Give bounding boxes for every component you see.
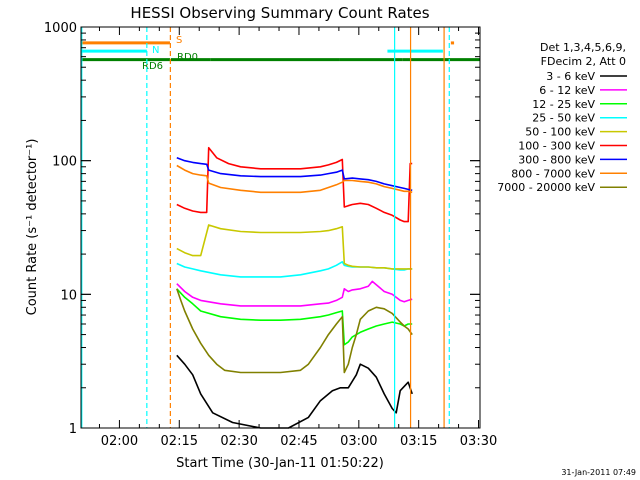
x-tick-label: 03:30 (460, 434, 497, 449)
series-line-1 (176, 280, 413, 307)
legend-label-7: 800 - 7000 keV (511, 167, 595, 180)
chart-title: HESSI Observing Summary Count Rates (130, 4, 429, 22)
series-line-0 (176, 354, 413, 429)
flag-label-3: RD6 (142, 61, 163, 72)
flag-label-0: S (176, 35, 182, 46)
y-tick-label: 10 (60, 288, 77, 303)
legend-label-2: 12 - 25 keV (532, 98, 595, 111)
x-tick-label: 02:15 (161, 434, 198, 449)
legend-label-1: 6 - 12 keV (539, 84, 595, 97)
x-tick-label: 02:00 (101, 434, 138, 449)
legend: Det 1,3,4,5,6,9,FDecim 2, Att 0 3 - 6 keV… (497, 41, 627, 194)
flag-label-1: N (152, 45, 159, 56)
x-tick-label: 03:15 (400, 434, 437, 449)
series-line-8 (176, 288, 413, 374)
series-line-6 (176, 157, 413, 192)
vertical-markers (81, 27, 450, 428)
y-tick-label: 100 (52, 155, 77, 170)
plot-frame (80, 26, 481, 429)
x-tick-label: 02:30 (220, 434, 257, 449)
series-layer (176, 146, 413, 429)
flag-label-2: RD0 (177, 52, 198, 63)
x-tick-label: 02:45 (280, 434, 317, 449)
y-tick-label: 1 (69, 422, 77, 437)
legend-label-0: 3 - 6 keV (546, 70, 595, 83)
legend-label-5: 100 - 300 keV (518, 140, 595, 153)
legend-label-4: 50 - 100 keV (525, 126, 595, 139)
y-axis-label: Count Rate (s⁻¹ detector⁻¹) (25, 139, 40, 316)
flag-bars: S N RD0 RD6 (81, 35, 480, 72)
y-tick-label: 1000 (44, 21, 77, 36)
timestamp: 31-Jan-2011 07:49 (561, 468, 636, 477)
series-line-7 (176, 164, 413, 194)
y-axis: 1 10 100 1000 (44, 21, 480, 437)
legend-label-3: 25 - 50 keV (532, 112, 595, 125)
series-line-2 (176, 288, 413, 346)
x-axis-label: Start Time (30-Jan-11 01:50:22) (176, 456, 384, 471)
series-line-4 (176, 224, 413, 270)
legend-header: FDecim 2, Att 0 (541, 55, 626, 68)
x-axis: 02:00 02:15 02:30 02:45 03:00 03:15 03:30 (98, 27, 497, 449)
x-tick-label: 03:00 (340, 434, 377, 449)
legend-label-8: 7000 - 20000 keV (497, 181, 595, 194)
legend-label-6: 300 - 800 keV (518, 153, 595, 166)
legend-header: Det 1,3,4,5,6,9, (540, 41, 626, 54)
